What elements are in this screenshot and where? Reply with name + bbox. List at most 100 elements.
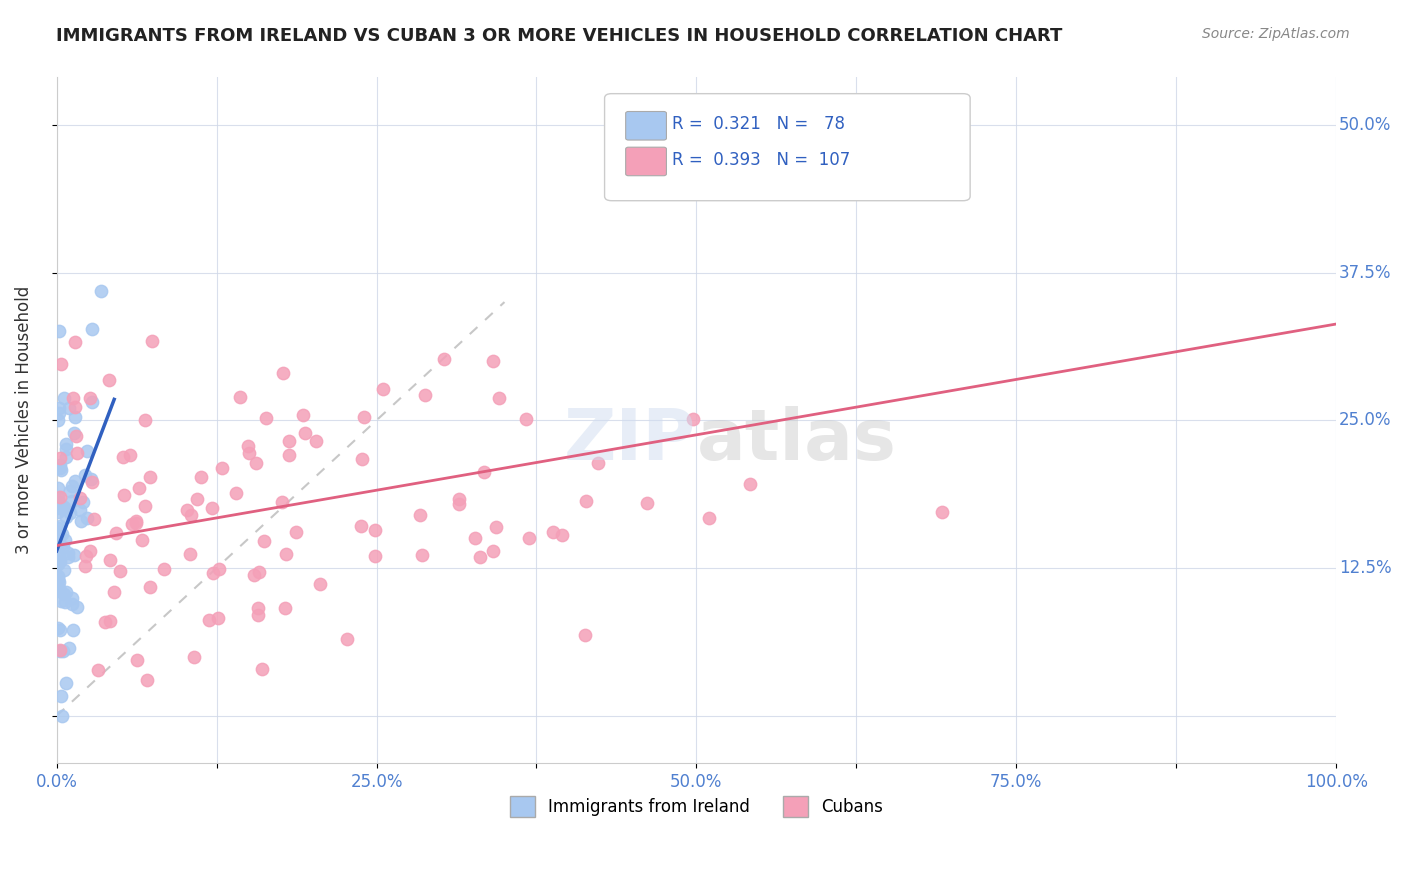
Point	[48, 574, 70, 589]
Point	[125, 653, 148, 667]
Point	[201, 501, 224, 516]
Point	[46, 545, 69, 559]
Point	[136, 673, 159, 688]
Point	[79, 391, 101, 405]
Point	[488, 391, 510, 405]
Point	[125, 514, 148, 528]
Point	[254, 411, 277, 425]
Point	[485, 520, 508, 534]
Point	[58, 401, 80, 415]
Point	[46, 524, 69, 539]
Point	[46, 481, 69, 495]
Point	[60, 478, 83, 492]
Point	[931, 505, 953, 519]
Point	[72, 495, 94, 509]
Point	[141, 334, 163, 348]
Point	[134, 499, 156, 513]
Point	[82, 475, 104, 490]
Point	[46, 521, 69, 535]
Point	[134, 413, 156, 427]
Text: ZIP: ZIP	[564, 407, 696, 475]
Point	[274, 548, 297, 562]
Point	[49, 584, 72, 599]
Point	[82, 395, 104, 409]
Point	[104, 526, 127, 541]
Point	[51, 689, 73, 703]
Point	[53, 533, 76, 547]
Point	[183, 649, 205, 664]
Point	[245, 456, 267, 470]
Point	[48, 581, 70, 595]
Point	[60, 494, 83, 508]
Point	[65, 334, 87, 349]
Point	[49, 643, 72, 657]
Point	[55, 584, 77, 599]
Point	[291, 408, 314, 422]
Text: R =  0.321   N =   78: R = 0.321 N = 78	[672, 115, 845, 133]
Point	[46, 574, 69, 588]
Point	[56, 549, 79, 564]
Point	[59, 506, 82, 520]
Legend: Immigrants from Ireland, Cubans: Immigrants from Ireland, Cubans	[503, 789, 890, 823]
Point	[52, 500, 75, 514]
Point	[482, 544, 505, 558]
Point	[46, 568, 69, 582]
Point	[271, 494, 294, 508]
Point	[62, 426, 84, 441]
Point	[409, 508, 432, 522]
Point	[201, 566, 224, 580]
Point	[271, 366, 294, 380]
Point	[364, 549, 387, 564]
Point	[51, 527, 73, 541]
Y-axis label: 3 or more Vehicles in Household: 3 or more Vehicles in Household	[15, 286, 32, 555]
Point	[46, 554, 69, 568]
Text: R =  0.393   N =  107: R = 0.393 N = 107	[672, 151, 851, 169]
Point	[76, 443, 98, 458]
Point	[48, 324, 70, 338]
Point	[49, 491, 72, 505]
Point	[53, 595, 76, 609]
Point	[53, 564, 76, 578]
Point	[364, 523, 387, 537]
Point	[176, 503, 198, 517]
Point	[98, 552, 121, 566]
Point	[112, 488, 135, 502]
Point	[48, 499, 70, 513]
Point	[125, 516, 148, 530]
Point	[118, 448, 141, 462]
Point	[97, 373, 120, 387]
Point	[63, 475, 86, 489]
Point	[108, 564, 131, 578]
Point	[305, 434, 328, 448]
Point	[738, 477, 761, 491]
Point	[350, 451, 373, 466]
Point	[413, 388, 436, 402]
Point	[55, 510, 77, 524]
Point	[53, 587, 76, 601]
Point	[55, 676, 77, 690]
Point	[49, 518, 72, 533]
Point	[278, 434, 301, 448]
Point	[472, 465, 495, 479]
Point	[103, 585, 125, 599]
Point	[464, 531, 486, 545]
Point	[51, 709, 73, 723]
Point	[60, 597, 83, 611]
Point	[482, 354, 505, 368]
Point	[49, 462, 72, 476]
Point	[75, 467, 97, 482]
Text: 25.0%: 25.0%	[1339, 411, 1392, 429]
Point	[575, 494, 598, 508]
Point	[65, 429, 87, 443]
Point	[46, 557, 69, 571]
Text: IMMIGRANTS FROM IRELAND VS CUBAN 3 OR MORE VEHICLES IN HOUSEHOLD CORRELATION CHA: IMMIGRANTS FROM IRELAND VS CUBAN 3 OR MO…	[56, 27, 1063, 45]
Point	[349, 518, 371, 533]
Point	[62, 623, 84, 637]
Point	[46, 544, 69, 558]
Point	[53, 391, 76, 405]
Point	[83, 512, 105, 526]
Point	[541, 524, 564, 539]
Point	[58, 546, 80, 560]
Point	[180, 508, 202, 522]
Point	[55, 450, 77, 465]
